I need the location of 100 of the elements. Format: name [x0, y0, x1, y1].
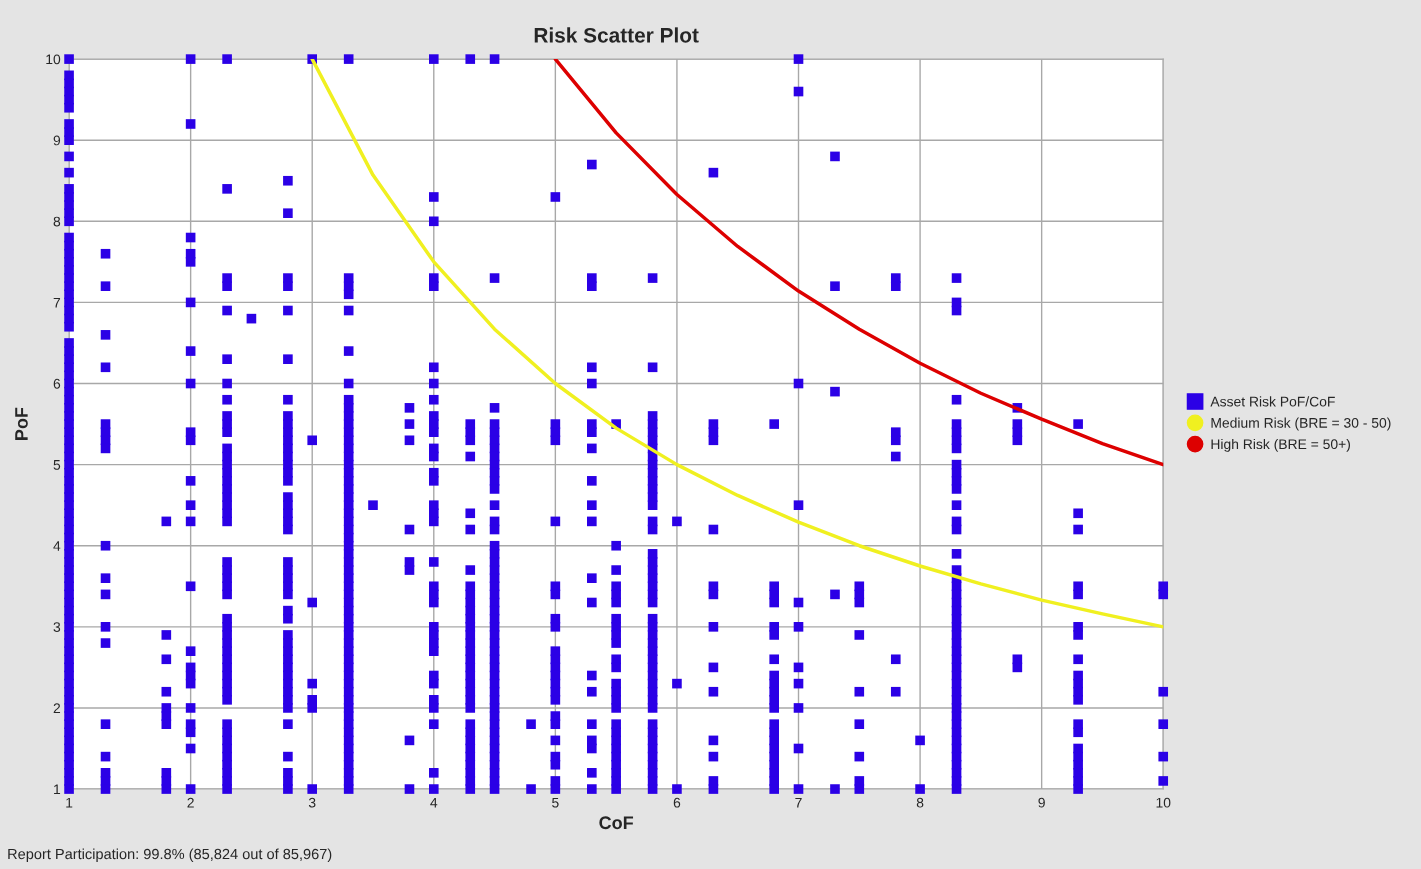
point	[428, 378, 439, 389]
point	[890, 451, 901, 462]
point	[550, 719, 561, 729]
point	[1012, 435, 1023, 446]
point	[428, 557, 439, 567]
point	[890, 686, 901, 697]
y-tick-label: 8	[53, 216, 61, 227]
point	[951, 394, 962, 405]
y-axis-title: PoF	[15, 407, 28, 440]
point	[587, 597, 597, 608]
point	[587, 281, 597, 291]
point	[890, 654, 901, 665]
point	[185, 727, 196, 738]
point	[283, 208, 293, 219]
point	[672, 678, 682, 689]
point	[222, 784, 232, 794]
point	[647, 500, 658, 510]
point	[708, 784, 719, 794]
point	[368, 500, 378, 510]
x-tick-label: 8	[916, 797, 924, 808]
point	[1158, 751, 1169, 762]
legend-label: Asset Risk PoF/CoF	[1210, 396, 1335, 407]
point	[611, 540, 621, 551]
x-tick-label: 5	[552, 797, 559, 808]
point	[1073, 508, 1083, 519]
point	[161, 719, 172, 729]
point	[428, 597, 439, 608]
point	[185, 54, 196, 64]
point	[708, 622, 719, 632]
point	[1073, 419, 1083, 429]
point	[550, 784, 561, 794]
point	[793, 784, 804, 794]
point	[769, 419, 779, 429]
point	[283, 281, 293, 291]
point	[587, 516, 597, 527]
point	[465, 727, 476, 738]
point	[222, 581, 232, 592]
point	[769, 597, 779, 608]
legend-label: High Risk (BRE = 50+)	[1211, 438, 1350, 452]
point	[283, 784, 293, 794]
point	[489, 784, 500, 794]
point	[283, 305, 293, 316]
point	[465, 565, 476, 575]
point	[222, 354, 232, 364]
point	[283, 751, 293, 762]
y-tick-label: 4	[53, 541, 61, 551]
point	[611, 784, 621, 794]
point	[428, 784, 439, 794]
point	[428, 427, 439, 437]
point	[283, 581, 293, 592]
point	[100, 638, 111, 648]
point	[550, 622, 561, 632]
point	[465, 581, 476, 592]
point	[185, 257, 196, 267]
point	[222, 394, 232, 405]
point	[587, 743, 597, 754]
point	[587, 670, 597, 681]
point	[343, 289, 354, 300]
point	[830, 281, 840, 291]
point	[587, 443, 597, 454]
point	[793, 500, 804, 510]
point	[100, 719, 111, 729]
point	[854, 597, 865, 608]
point	[185, 581, 196, 592]
point	[428, 54, 439, 64]
y-tick-label: 2	[53, 703, 61, 713]
point	[587, 159, 597, 170]
point	[611, 662, 621, 673]
point	[489, 484, 500, 494]
point	[465, 654, 476, 665]
point	[307, 597, 318, 608]
point	[185, 346, 196, 356]
point	[222, 589, 232, 600]
point	[465, 524, 476, 535]
point	[708, 686, 719, 697]
point	[587, 500, 597, 510]
y-tick-label: 7	[53, 297, 61, 308]
point	[489, 500, 500, 510]
point	[951, 784, 962, 794]
point	[222, 654, 232, 665]
point	[404, 403, 415, 413]
point	[611, 581, 621, 592]
point	[283, 394, 293, 405]
point	[283, 476, 293, 486]
point	[343, 346, 354, 356]
point	[185, 784, 196, 794]
point	[465, 451, 476, 462]
point	[222, 54, 232, 64]
point	[307, 703, 318, 713]
y-tick-label: 3	[53, 622, 61, 633]
point	[404, 435, 415, 446]
point	[489, 54, 500, 64]
point	[161, 630, 172, 640]
point	[283, 719, 293, 729]
point	[404, 419, 415, 429]
point	[854, 784, 865, 794]
point	[428, 192, 439, 202]
point	[307, 435, 318, 446]
x-tick-label: 4	[430, 797, 438, 808]
x-tick-label: 7	[795, 797, 802, 808]
